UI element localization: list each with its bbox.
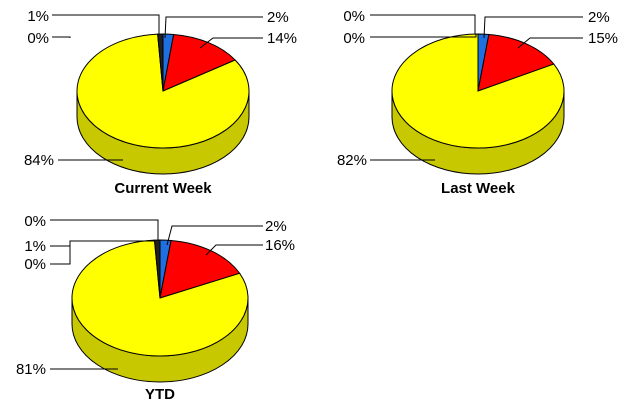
slice-label: 84% [24,152,54,169]
slice-label: 81% [16,361,46,378]
slice-label: 2% [267,9,289,26]
pie-chart-ytd: 2% 16% 81% 0% 1% 0% YTD [16,213,295,403]
slice-label: 2% [265,218,287,235]
leader-line [50,240,155,247]
leader-line [52,14,160,34]
pie-slice [157,33,164,92]
pie-slice [71,239,249,357]
pie-slice [391,33,565,149]
leader-line [517,37,583,49]
chart-title: Current Week [114,180,212,197]
slice-label: 1% [24,238,46,255]
pie-slice [76,33,250,149]
pie-slice [477,33,555,92]
slice-label: 0% [27,30,49,47]
slice-label: 0% [343,30,365,47]
chart-title: Last Week [441,180,516,197]
pie-slice [153,239,161,299]
slice-label: 0% [343,8,365,25]
leader-line [199,37,263,49]
slice-label: 16% [265,237,295,254]
leader-line [164,16,263,39]
leader-line [52,36,71,38]
slice-label: 0% [24,256,46,273]
pie-chart-current-week: 2% 14% 84% 0% 1% Current Week [24,8,297,197]
pie-slice [162,33,237,92]
slice-label: 0% [24,213,46,230]
leader-line [483,16,583,39]
leader-line [50,246,71,265]
chart-title: YTD [145,386,175,403]
slice-label: 14% [267,30,297,47]
leader-line [370,34,477,38]
slice-label: 2% [588,9,610,26]
slice-label: 82% [337,152,367,169]
leader-line [166,225,263,246]
pie-slice [159,239,241,299]
leader-line [50,219,159,240]
leader-line [370,14,476,34]
pie-chart-last-week: 2% 15% 82% 0% 0% Last Week [337,8,618,197]
slice-label: 1% [27,8,49,25]
leader-line [205,244,263,256]
slice-label: 15% [588,30,618,47]
